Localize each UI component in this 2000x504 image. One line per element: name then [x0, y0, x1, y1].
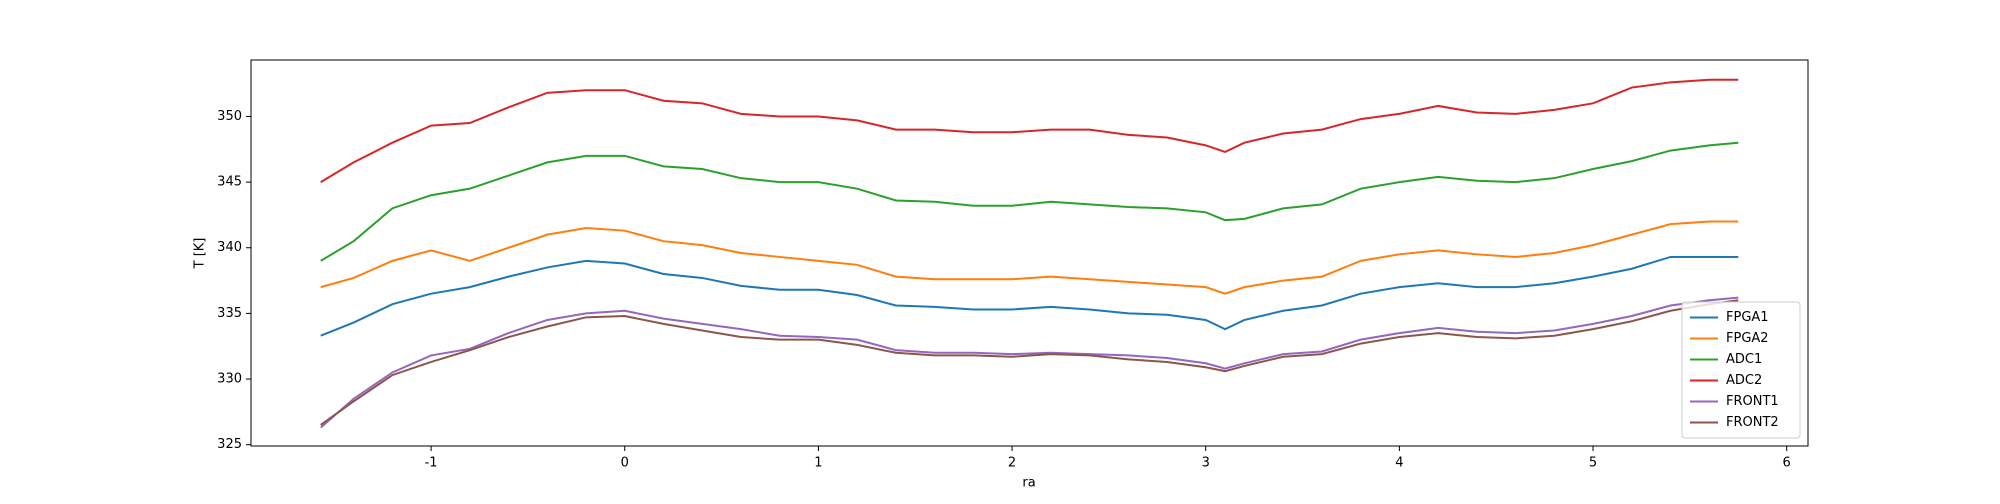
y-tick-label: 350 [217, 109, 242, 124]
plot-frame [250, 59, 1809, 447]
series-line [320, 299, 1739, 426]
x-tick-label: 0 [621, 456, 629, 471]
legend-label: FPGA2 [1726, 331, 1769, 346]
y-axis-label: T [K] [193, 238, 208, 270]
x-tick-label: -1 [425, 456, 438, 471]
y-tick-label: 340 [217, 240, 242, 255]
y-tick-label: 335 [217, 306, 242, 321]
y-tick-label: 330 [217, 372, 242, 387]
x-tick-label: 1 [814, 456, 822, 471]
legend-label: ADC1 [1726, 352, 1762, 367]
legend-label: FRONT1 [1726, 394, 1779, 409]
series-line [320, 220, 1739, 295]
y-tick-label: 345 [217, 175, 242, 190]
x-tick-label: 2 [1008, 456, 1016, 471]
series-line [320, 255, 1739, 337]
series-line [320, 141, 1739, 262]
x-axis-label: ra [1022, 476, 1035, 491]
legend-label: ADC2 [1726, 373, 1762, 388]
series-line [320, 78, 1739, 183]
legend-label: FPGA1 [1726, 310, 1769, 325]
x-tick-label: 4 [1395, 456, 1403, 471]
y-tick-label: 325 [217, 437, 242, 452]
x-tick-label: 5 [1589, 456, 1597, 471]
legend-label: FRONT2 [1726, 415, 1779, 430]
legend-box [1681, 301, 1801, 439]
x-tick-label: 6 [1783, 456, 1791, 471]
series-line [320, 296, 1739, 429]
x-tick-label: 3 [1202, 456, 1210, 471]
